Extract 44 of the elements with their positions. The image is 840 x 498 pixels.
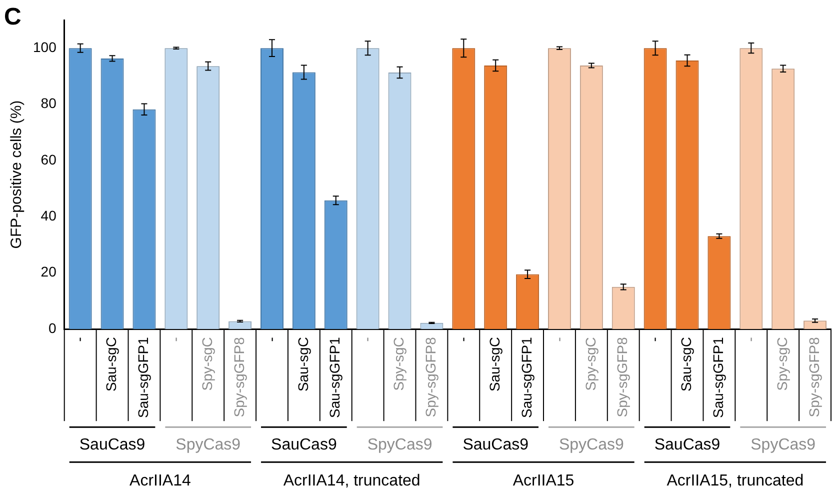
x-tick-label: Sau-sgGFP1 [326,336,343,418]
x-tick-label: Spy-sgGFP8 [806,336,822,418]
text: AcrIIA15 [512,472,574,490]
text: SpyCas9 [176,436,241,454]
x-tick-label: Sau-sgC [294,337,311,392]
x-tick-label: - [71,336,88,342]
x-tick-label: Spy-sgGFP8 [422,336,439,418]
text: SpyCas9 [367,436,432,454]
x-tick-label: Sau-sgC [103,337,120,392]
x-tick-label: Spy-sgC [774,337,790,391]
x-tick-label: - [646,336,662,342]
x-tick-label: Spy-sgC [198,337,215,391]
text: SauCas9 [654,436,720,454]
text: SauCas9 [271,436,337,454]
x-tick-label: - [454,336,471,342]
text: AcrIIA14 [130,472,191,490]
x-tick-label: - [167,336,184,342]
y-tick-label: 20 [40,264,57,280]
x-tick-label: Sau-sgC [486,337,502,392]
x-tick-label: Sau-sgGFP1 [710,336,726,418]
y-axis-title: GFP-positive cells (%) [8,100,26,249]
y-tick-label: 80 [40,95,57,112]
x-tick-label: Sau-sgC [678,337,694,392]
y-tick-label: 100 [33,38,57,55]
text: C [4,4,22,31]
text: AcrIIA14, truncated [283,472,420,490]
x-tick-label: - [262,336,279,342]
text: SpyCas9 [558,436,624,454]
x-tick-label: - [358,336,375,342]
y-tick-label: 40 [40,208,57,224]
y-tick-label: 60 [40,151,57,168]
x-tick-label: - [550,336,566,342]
x-tick-label: Spy-sgGFP8 [614,336,630,418]
x-tick-label: - [742,336,758,342]
x-tick-label: Spy-sgC [390,337,407,391]
x-tick-label: Spy-sgC [582,337,598,391]
text: SauCas9 [462,436,529,454]
x-tick-label: Sau-sgGFP1 [518,336,534,418]
text: SauCas9 [79,436,146,454]
text: SpyCas9 [750,436,816,454]
x-tick-label: Sau-sgGFP1 [135,336,152,418]
y-tick-label: 0 [48,320,57,336]
text: AcrIIA15, truncated [666,472,804,490]
x-tick-label: Spy-sgGFP8 [230,336,247,418]
